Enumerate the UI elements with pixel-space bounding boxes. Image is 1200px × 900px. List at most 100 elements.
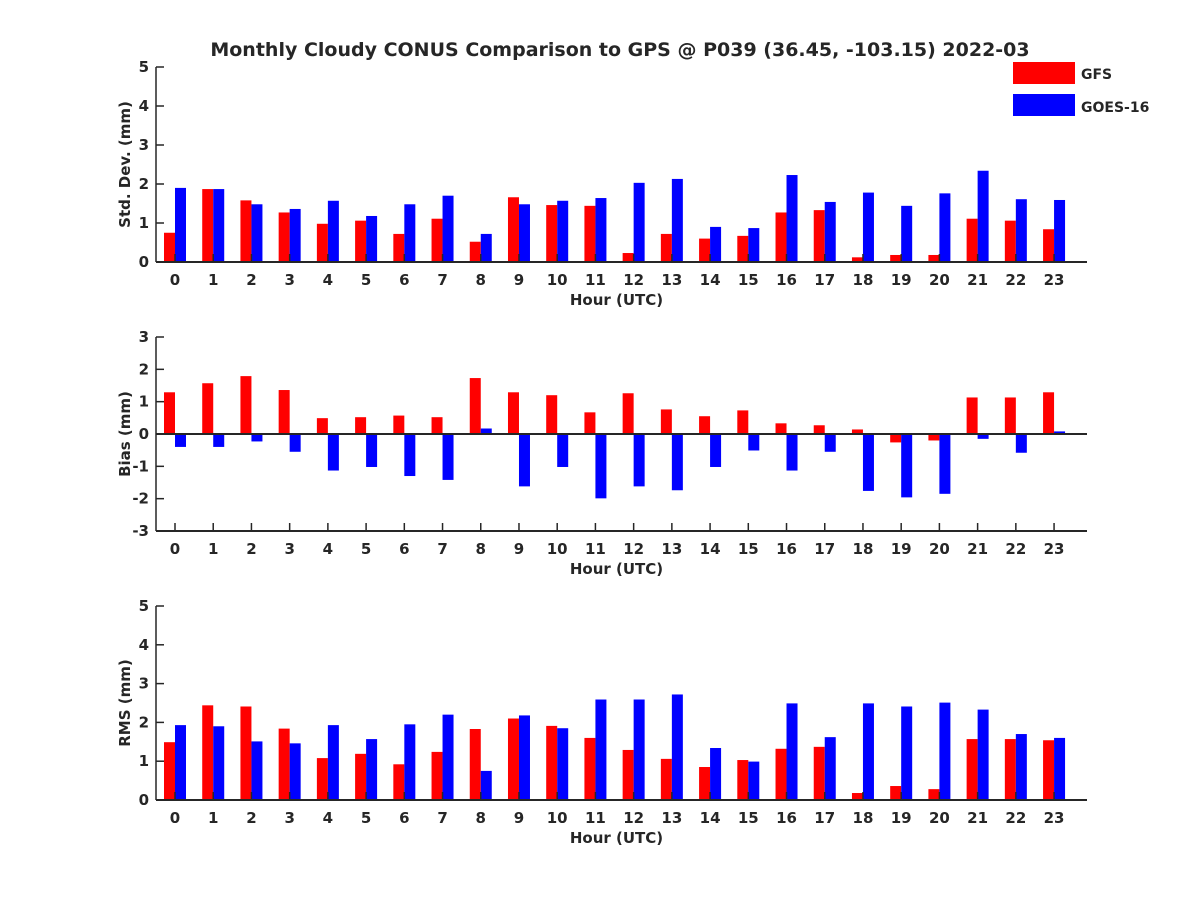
bar-goes16-hour-9 — [518, 715, 530, 800]
bar-gfs-hour-1 — [202, 189, 214, 262]
bar-goes16-hour-9 — [518, 434, 530, 487]
x-tick-label: 7 — [437, 271, 447, 289]
y-tick-label: 3 — [139, 136, 149, 154]
y-tick-label: -2 — [132, 490, 149, 508]
bar-goes16-hour-12 — [633, 434, 645, 487]
x-tick-label: 5 — [361, 809, 371, 827]
x-tick-label: 11 — [585, 271, 606, 289]
bar-gfs-hour-11 — [584, 205, 596, 262]
bar-gfs-hour-12 — [622, 393, 634, 434]
x-tick-label: 19 — [891, 271, 912, 289]
x-tick-label: 11 — [585, 809, 606, 827]
x-tick-label: 5 — [361, 271, 371, 289]
bar-gfs-hour-15 — [737, 760, 749, 800]
bar-goes16-hour-18 — [862, 703, 874, 800]
y-tick-label: 0 — [139, 425, 149, 443]
bar-goes16-hour-10 — [557, 200, 569, 262]
bar-goes16-hour-0 — [175, 725, 186, 800]
y-tick-label: 3 — [139, 675, 149, 693]
y-tick-label: 2 — [139, 360, 149, 378]
bar-goes16-hour-5 — [366, 434, 378, 467]
bar-goes16-hour-6 — [404, 724, 416, 800]
bar-goes16-hour-12 — [633, 699, 645, 800]
x-tick-label: 18 — [853, 809, 874, 827]
bar-gfs-hour-6 — [393, 764, 405, 800]
bar-gfs-hour-7 — [431, 417, 443, 434]
bar-goes16-hour-11 — [595, 198, 607, 262]
x-tick-label: 2 — [246, 540, 256, 558]
y-axis-label: RMS (mm) — [116, 659, 134, 746]
x-tick-label: 2 — [246, 809, 256, 827]
bar-gfs-hour-18 — [851, 257, 863, 262]
bar-goes16-hour-7 — [442, 714, 454, 800]
x-tick-label: 22 — [1005, 540, 1026, 558]
bar-goes16-hour-23 — [1054, 199, 1066, 262]
x-tick-label: 3 — [284, 271, 294, 289]
x-tick-label: 23 — [1044, 809, 1065, 827]
x-tick-label: 19 — [891, 540, 912, 558]
bar-gfs-hour-13 — [660, 758, 672, 800]
x-tick-label: 13 — [661, 271, 682, 289]
x-tick-label: 17 — [814, 809, 835, 827]
x-tick-label: 9 — [514, 809, 524, 827]
x-tick-label: 15 — [738, 540, 759, 558]
bar-gfs-hour-11 — [584, 737, 596, 800]
bar-gfs-hour-18 — [851, 429, 863, 434]
bar-goes16-hour-23 — [1054, 431, 1066, 434]
bar-goes16-hour-7 — [442, 195, 454, 262]
bar-gfs-hour-8 — [469, 729, 481, 800]
bar-gfs-hour-20 — [928, 254, 940, 262]
x-tick-label: 14 — [700, 540, 721, 558]
bar-goes16-hour-14 — [710, 434, 722, 467]
x-tick-label: 7 — [437, 540, 447, 558]
bar-gfs-hour-23 — [1043, 740, 1055, 800]
bar-goes16-hour-3 — [289, 434, 301, 452]
bar-gfs-hour-14 — [699, 416, 711, 434]
bar-gfs-hour-19 — [890, 786, 902, 800]
x-tick-label: 7 — [437, 809, 447, 827]
bar-goes16-hour-18 — [862, 434, 874, 491]
legend-label-gfs: GFS — [1081, 67, 1112, 83]
x-tick-label: 14 — [700, 809, 721, 827]
x-tick-label: 23 — [1044, 271, 1065, 289]
legend-swatch-gfs — [1013, 62, 1075, 84]
bar-gfs-hour-17 — [813, 746, 825, 800]
legend-label-goes16: GOES-16 — [1081, 100, 1149, 116]
bar-goes16-hour-4 — [327, 200, 339, 262]
bar-gfs-hour-20 — [928, 789, 940, 800]
bar-gfs-hour-2 — [240, 200, 252, 262]
x-tick-label: 6 — [399, 809, 409, 827]
bar-goes16-hour-4 — [327, 725, 339, 800]
bar-gfs-hour-23 — [1043, 229, 1055, 262]
x-tick-label: 19 — [891, 809, 912, 827]
bar-gfs-hour-3 — [278, 212, 290, 262]
x-tick-label: 16 — [776, 809, 797, 827]
bar-gfs-hour-0 — [164, 392, 175, 434]
bar-goes16-hour-22 — [1015, 734, 1027, 800]
bar-gfs-hour-18 — [851, 793, 863, 800]
x-tick-label: 4 — [323, 809, 333, 827]
x-axis-label: Hour (UTC) — [570, 829, 663, 847]
y-tick-label: 2 — [139, 713, 149, 731]
x-tick-label: 20 — [929, 809, 950, 827]
x-tick-label: 4 — [323, 540, 333, 558]
x-tick-label: 1 — [208, 540, 218, 558]
bar-gfs-hour-21 — [966, 218, 978, 262]
bar-goes16-hour-21 — [977, 434, 989, 439]
bar-gfs-hour-22 — [1004, 220, 1016, 262]
bar-gfs-hour-17 — [813, 425, 825, 434]
bar-gfs-hour-6 — [393, 233, 405, 262]
x-tick-label: 3 — [284, 540, 294, 558]
bar-goes16-hour-6 — [404, 204, 416, 262]
bar-goes16-hour-8 — [480, 770, 492, 800]
x-axis-label: Hour (UTC) — [570, 560, 663, 578]
bar-goes16-hour-22 — [1015, 434, 1027, 453]
bar-gfs-hour-23 — [1043, 392, 1055, 434]
x-tick-label: 14 — [700, 271, 721, 289]
bar-gfs-hour-21 — [966, 739, 978, 800]
x-tick-label: 0 — [170, 271, 180, 289]
bar-gfs-hour-22 — [1004, 739, 1016, 800]
